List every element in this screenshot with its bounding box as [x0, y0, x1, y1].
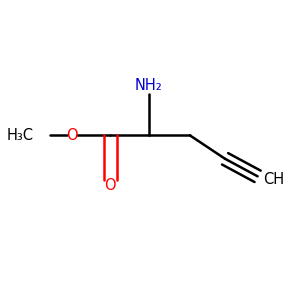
Text: O: O — [66, 128, 78, 143]
Text: O: O — [105, 178, 116, 193]
Text: H₃C: H₃C — [7, 128, 34, 143]
Text: NH₂: NH₂ — [135, 78, 163, 93]
Text: CH: CH — [263, 172, 284, 187]
